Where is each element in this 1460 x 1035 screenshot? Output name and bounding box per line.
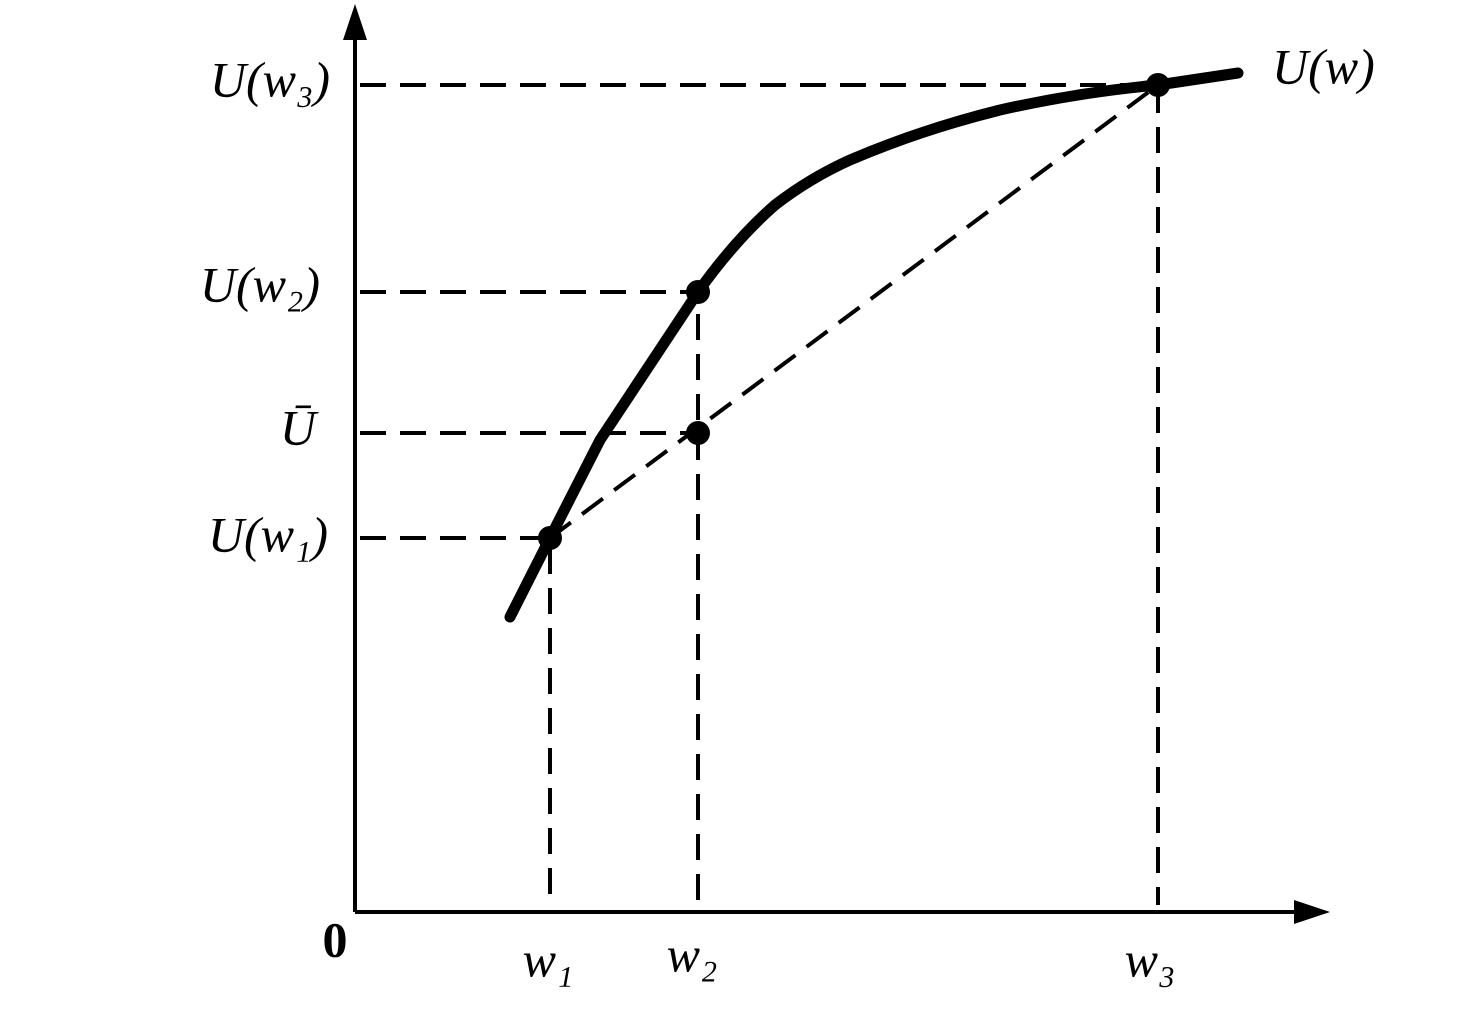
point <box>538 526 562 550</box>
y-axis-arrow <box>343 4 367 40</box>
chord <box>548 83 1160 540</box>
origin-label: 0 <box>323 911 348 967</box>
utility-curve <box>504 67 1244 623</box>
y-label: U(w₂) <box>200 256 320 312</box>
y-label: U(w₃) <box>210 51 330 107</box>
y-label: Ū <box>280 399 319 455</box>
x-label: w₂ <box>667 926 718 982</box>
point <box>686 280 710 304</box>
guide-w1 <box>360 536 552 905</box>
y-label: U(w₁) <box>208 506 328 562</box>
x-axis-arrow <box>1294 900 1330 924</box>
point <box>1146 73 1170 97</box>
point <box>686 421 710 445</box>
curve-label: U(w) <box>1272 38 1375 94</box>
guide-w3 <box>360 83 1160 905</box>
guide-w2 <box>360 290 700 905</box>
x-label: w₁ <box>523 931 574 987</box>
x-label: w₃ <box>1125 931 1176 987</box>
